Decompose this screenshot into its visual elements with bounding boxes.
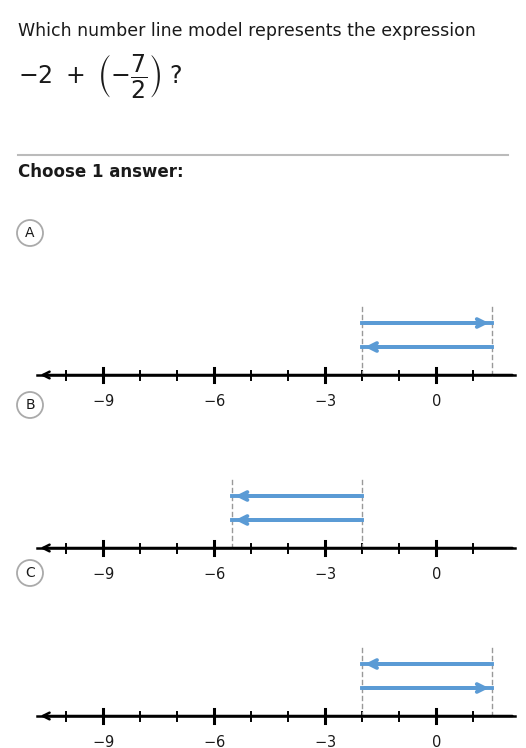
Text: A: A: [25, 226, 35, 240]
Text: $-6$: $-6$: [203, 566, 225, 582]
Text: $-9$: $-9$: [92, 734, 114, 748]
Text: B: B: [25, 398, 35, 412]
Circle shape: [17, 220, 43, 246]
Text: $-9$: $-9$: [92, 393, 114, 409]
Text: Which number line model represents the expression: Which number line model represents the e…: [18, 22, 476, 40]
Text: $-2\ +\ \left(-\dfrac{7}{2}\right)\ ?$: $-2\ +\ \left(-\dfrac{7}{2}\right)\ ?$: [18, 52, 183, 100]
Text: $0$: $0$: [431, 393, 441, 409]
Text: $-3$: $-3$: [314, 566, 336, 582]
Text: $-3$: $-3$: [314, 393, 336, 409]
Text: $-3$: $-3$: [314, 734, 336, 748]
Text: $0$: $0$: [431, 734, 441, 748]
Text: $-9$: $-9$: [92, 566, 114, 582]
Text: $-6$: $-6$: [203, 734, 225, 748]
Circle shape: [17, 392, 43, 418]
Text: $0$: $0$: [431, 566, 441, 582]
Text: $-6$: $-6$: [203, 393, 225, 409]
Text: Choose 1 answer:: Choose 1 answer:: [18, 163, 184, 181]
Circle shape: [17, 560, 43, 586]
Text: C: C: [25, 566, 35, 580]
